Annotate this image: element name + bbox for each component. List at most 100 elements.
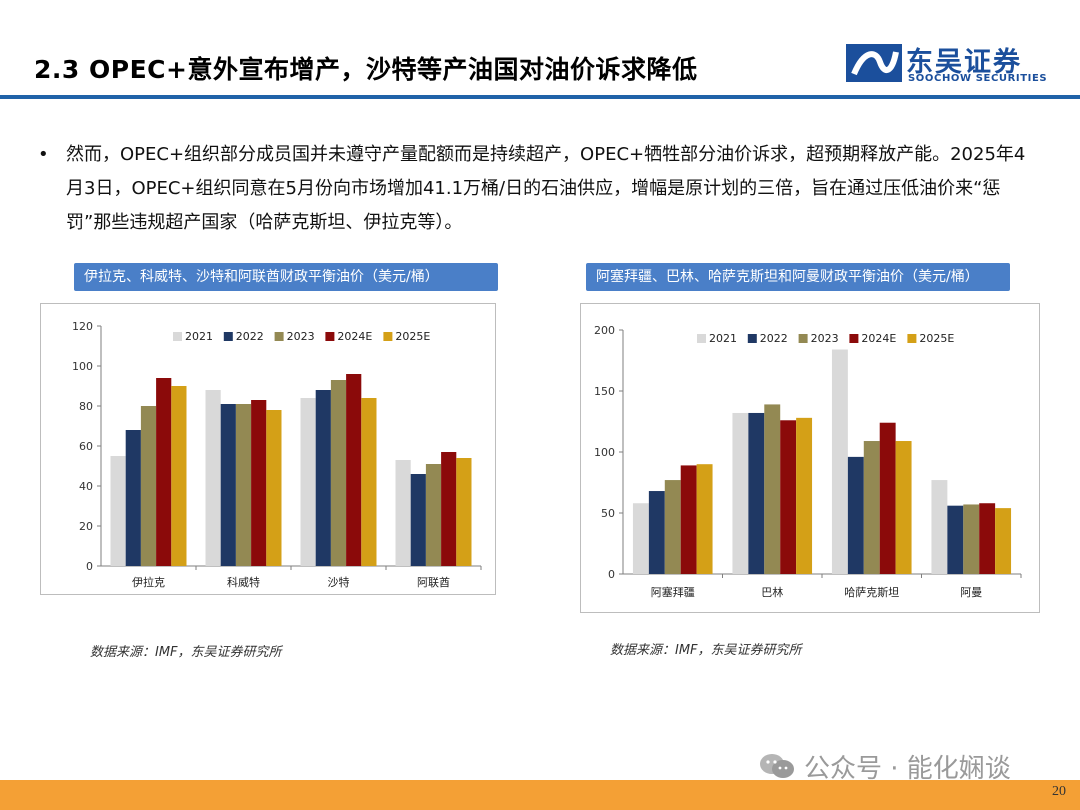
bar-2024E-阿塞拜疆 <box>680 465 697 574</box>
legend-label-2023: 2023 <box>287 330 315 343</box>
bar-2023-阿曼 <box>963 504 980 574</box>
bar-2022-阿曼 <box>947 505 964 574</box>
bar-2023-科威特 <box>235 404 252 566</box>
bar-2021-伊拉克 <box>110 456 126 566</box>
legend-swatch-2023 <box>274 332 284 341</box>
bar-2023-巴林 <box>764 404 781 574</box>
bar-2025E-伊拉克 <box>171 386 187 566</box>
bar-2023-伊拉克 <box>140 406 157 566</box>
y-tick-label: 20 <box>79 520 93 533</box>
page-number: 20 <box>1052 784 1066 799</box>
y-tick-label: 100 <box>72 360 93 373</box>
bar-2023-阿联酋 <box>425 464 442 566</box>
chart-2-plot-frame: 0 50 100 150 200 阿塞拜疆 巴林 哈萨克斯坦 阿曼 2021 2022 2023 202… <box>580 303 1040 613</box>
y-tick-label: 80 <box>79 400 93 413</box>
bar-2022-阿塞拜疆 <box>648 491 665 574</box>
legend-swatch-2021 <box>173 332 182 341</box>
bar-2022-科威特 <box>220 404 236 566</box>
bar-2024E-阿联酋 <box>441 452 457 566</box>
chart-1-svg: 0 20 40 60 80 100 120 伊拉克 科威特 沙特 阿联酋 2021 2022 2023 20… <box>72 320 482 589</box>
bar-2021-阿曼 <box>931 480 948 574</box>
y-tick-label: 200 <box>594 324 615 337</box>
y-tick-label: 0 <box>86 560 93 573</box>
x-category-label: 哈萨克斯坦 <box>844 585 899 599</box>
legend-swatch-2025E <box>907 334 917 343</box>
bar-2021-巴林 <box>732 412 749 574</box>
x-category-label: 巴林 <box>761 585 783 599</box>
bar-2021-阿塞拜疆 <box>632 503 649 574</box>
bar-2021-科威特 <box>205 390 221 566</box>
bar-2022-巴林 <box>748 412 765 574</box>
logo-mark-icon <box>846 44 902 82</box>
bar-2025E-沙特 <box>361 398 377 566</box>
legend-swatch-2022 <box>223 332 233 341</box>
bar-2025E-巴林 <box>796 417 813 574</box>
x-category-label: 阿曼 <box>960 586 982 599</box>
x-category-label: 沙特 <box>328 575 350 589</box>
bar-2021-阿联酋 <box>395 460 411 566</box>
y-tick-label: 150 <box>594 385 615 398</box>
legend-label-2023: 2023 <box>811 332 839 345</box>
legend-label-2021: 2021 <box>185 330 213 343</box>
bar-2025E-阿联酋 <box>456 458 472 566</box>
bar-2024E-巴林 <box>780 420 797 574</box>
chart-2-title: 阿塞拜疆、巴林、哈萨克斯坦和阿曼财政平衡油价（美元/桶） <box>586 263 1010 291</box>
company-logo: 东吴证券 SOOCHOW SECURITIES <box>846 40 1056 88</box>
bullet-marker: • <box>38 144 49 165</box>
bar-2024E-阿曼 <box>979 503 996 574</box>
bar-2025E-科威特 <box>266 410 282 566</box>
y-tick-label: 50 <box>601 507 615 520</box>
chart-2-svg: 0 50 100 150 200 阿塞拜疆 巴林 哈萨克斯坦 阿曼 2021 2022 2023 202… <box>594 324 1022 599</box>
bar-2025E-哈萨克斯坦 <box>895 441 912 574</box>
wechat-icon <box>760 754 794 778</box>
slide-header: 2.3 OPEC+意外宣布增产，沙特等产油国对油价诉求降低 东吴证券 SOOCH… <box>0 0 1080 99</box>
legend-label-2024E: 2024E <box>337 330 372 343</box>
legend-swatch-2022 <box>747 334 757 343</box>
y-tick-label: 0 <box>608 568 615 581</box>
chart-1-plot-frame: 0 20 40 60 80 100 120 伊拉克 科威特 沙特 阿联酋 2021 2022 2023 20… <box>40 303 496 595</box>
bar-2022-阿联酋 <box>410 474 426 566</box>
bar-2021-哈萨克斯坦 <box>831 349 848 574</box>
chart-1-source: 数据来源：IMF，东吴证券研究所 <box>90 645 282 660</box>
header-divider <box>0 95 1080 99</box>
logo-chinese-name: 东吴证券 <box>906 47 1022 78</box>
bar-2024E-科威特 <box>251 400 267 566</box>
legend-label-2021: 2021 <box>709 332 737 345</box>
chart-2-source: 数据来源：IMF，东吴证券研究所 <box>610 643 802 658</box>
legend-label-2022: 2022 <box>236 330 264 343</box>
legend-label-2024E: 2024E <box>861 332 896 345</box>
y-tick-label: 100 <box>594 446 615 459</box>
bar-2022-沙特 <box>315 390 331 566</box>
bar-2023-沙特 <box>330 380 347 566</box>
x-category-label: 伊拉克 <box>132 575 165 589</box>
bar-2024E-伊拉克 <box>156 378 172 566</box>
y-tick-label: 40 <box>79 480 93 493</box>
bar-2025E-阿塞拜疆 <box>696 464 713 574</box>
bar-2021-沙特 <box>300 398 316 566</box>
chart-1-title: 伊拉克、科威特、沙特和阿联酋财政平衡油价（美元/桶） <box>74 263 498 291</box>
legend-label-2025E: 2025E <box>919 332 954 345</box>
legend-swatch-2021 <box>697 334 706 343</box>
y-tick-label: 120 <box>72 320 93 333</box>
legend-swatch-2023 <box>798 334 808 343</box>
logo-english-name: SOOCHOW SECURITIES <box>908 73 1048 84</box>
bar-2022-哈萨克斯坦 <box>847 456 864 574</box>
footer-bar <box>0 780 1080 810</box>
bar-2025E-阿曼 <box>995 508 1012 574</box>
bullet-text: 然而，OPEC+组织部分成员国并未遵守产量配额而是持续超产，OPEC+牺牲部分油… <box>66 144 1026 233</box>
x-category-label: 科威特 <box>227 575 260 589</box>
x-category-label: 阿联酋 <box>417 575 450 589</box>
legend-swatch-2024E <box>325 332 335 341</box>
page-title: 2.3 OPEC+意外宣布增产，沙特等产油国对油价诉求降低 <box>34 55 698 84</box>
legend-swatch-2025E <box>383 332 393 341</box>
x-category-label: 阿塞拜疆 <box>651 585 695 599</box>
bar-2023-阿塞拜疆 <box>664 480 681 574</box>
legend-label-2022: 2022 <box>760 332 788 345</box>
bar-2022-伊拉克 <box>125 430 141 566</box>
legend-swatch-2024E <box>849 334 859 343</box>
bar-2024E-哈萨克斯坦 <box>879 422 896 574</box>
bar-2023-哈萨克斯坦 <box>863 441 880 574</box>
y-tick-label: 60 <box>79 440 93 453</box>
bar-2024E-沙特 <box>346 374 362 566</box>
watermark-text: 公众号 · 能化娴谈 <box>804 754 1011 784</box>
